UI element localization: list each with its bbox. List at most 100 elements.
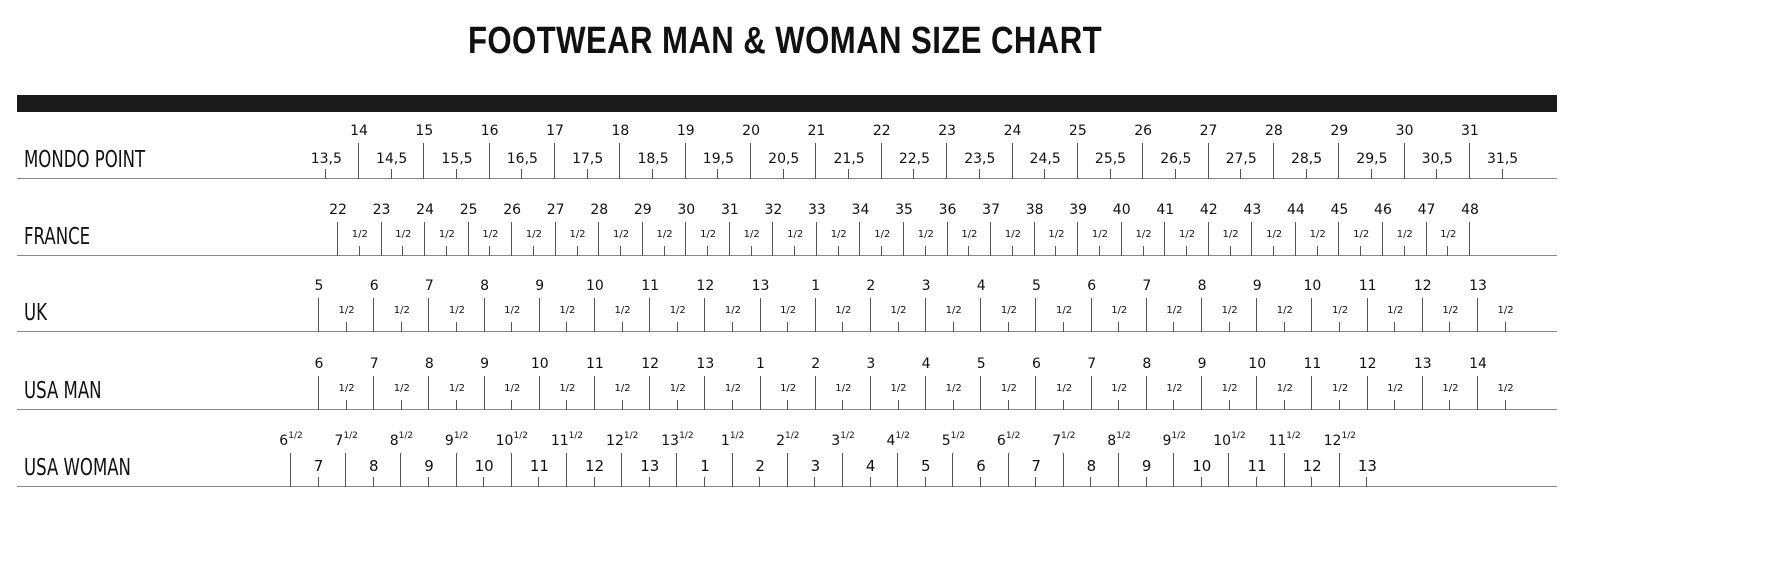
major-tick <box>511 222 513 256</box>
major-size-label: 111/2 <box>1268 431 1301 449</box>
minor-tick <box>663 246 665 256</box>
major-size-label: 14 <box>350 123 368 139</box>
major-size-label: 8 <box>1197 278 1207 294</box>
minor-size-label: 13 <box>1357 457 1377 475</box>
major-size-label: 45 <box>1330 202 1349 218</box>
major-size-label: 10 <box>1248 356 1267 372</box>
major-tick <box>815 143 817 179</box>
minor-tick <box>1142 246 1144 256</box>
major-tick <box>1256 298 1258 332</box>
major-tick <box>925 298 927 332</box>
minor-size-label: 1/2 <box>669 383 686 394</box>
major-tick <box>815 222 817 256</box>
major-tick <box>373 376 375 410</box>
minor-size-label: 1/2 <box>1497 383 1514 394</box>
minor-size-label: 1/2 <box>569 229 586 240</box>
major-tick <box>1421 376 1423 410</box>
major-size-label: 24 <box>416 202 434 218</box>
major-tick <box>598 222 600 256</box>
major-size-label: 2 <box>811 356 821 372</box>
major-size-label: 6 <box>1087 278 1097 294</box>
minor-tick <box>511 322 513 332</box>
minor-size-label: 1/2 <box>482 229 499 240</box>
major-size-label: 13 <box>751 278 770 294</box>
size-row-uk: UK 5 6 7 8 9 10 11 12 13 1 2 3 4 5 6 7 8 9 10 11 12 13 1/2 1/2 1/… <box>0 254 1785 332</box>
major-size-label: 31 <box>720 202 739 218</box>
major-size-label: 22 <box>872 123 891 139</box>
major-tick <box>510 453 512 487</box>
minor-size-label: 1/2 <box>1442 305 1459 316</box>
minor-tick <box>842 322 844 332</box>
minor-size-label: 28,5 <box>1290 151 1323 167</box>
minor-size-label: 13 <box>640 457 660 475</box>
size-row-france: FRANCE 22 23 24 25 26 27 28 29 30 31 32 33 34 35 36 37 38… <box>0 178 1785 256</box>
major-tick <box>428 298 430 332</box>
row-divider <box>17 409 1557 410</box>
minor-tick <box>1174 169 1176 179</box>
major-size-label: 11 <box>1358 278 1377 294</box>
minor-size-label: 17,5 <box>572 151 604 167</box>
minor-tick <box>511 400 513 410</box>
major-tick <box>728 222 730 256</box>
major-size-label: 7 <box>1142 278 1152 294</box>
minor-tick <box>787 400 789 410</box>
major-size-label: 22 <box>329 202 347 218</box>
row-divider <box>17 178 1557 179</box>
major-size-label: 38 <box>1025 202 1044 218</box>
major-size-label: 41 <box>1156 202 1175 218</box>
minor-tick <box>1366 477 1368 487</box>
major-tick <box>1077 222 1079 256</box>
major-size-label: 8 <box>1142 356 1152 372</box>
major-tick <box>1090 298 1092 332</box>
major-size-label: 101/2 <box>1213 431 1246 449</box>
major-size-label: 10 <box>530 356 549 372</box>
minor-tick <box>1449 322 1451 332</box>
minor-tick <box>717 169 719 179</box>
minor-size-label: 1/2 <box>830 229 847 240</box>
major-tick <box>684 143 686 179</box>
minor-size-label: 1/2 <box>835 383 852 394</box>
minor-tick <box>1145 477 1147 487</box>
size-row-usa-woman: USA WOMAN 61/2 71/2 81/2 91/2 101/2 111/2 121/2… <box>0 409 1785 487</box>
major-tick <box>925 376 927 410</box>
minor-size-label: 1/2 <box>1276 383 1293 394</box>
minor-tick <box>1229 246 1231 256</box>
minor-tick <box>455 322 457 332</box>
minor-size-label: 1/2 <box>1221 383 1238 394</box>
minor-tick <box>593 477 595 487</box>
minor-tick <box>1394 400 1396 410</box>
major-tick <box>337 222 338 256</box>
minor-size-label: 1/2 <box>504 383 521 394</box>
major-tick <box>1228 453 1230 487</box>
minor-size-label: 1/2 <box>945 383 962 394</box>
minor-tick <box>1098 246 1100 256</box>
major-tick <box>1366 298 1368 332</box>
major-size-label: 91/2 <box>1162 431 1186 449</box>
minor-tick <box>1256 477 1257 487</box>
major-tick <box>373 298 375 332</box>
major-size-label: 44 <box>1286 202 1305 218</box>
size-row-usa-man: USA MAN 6 7 8 9 10 11 12 13 1 2 3 4 5 6 7 8 9 10 11 12 13 14 1/… <box>0 332 1785 410</box>
minor-tick <box>1063 322 1065 332</box>
minor-size-label: 24,5 <box>1029 151 1061 167</box>
minor-size-label: 1/2 <box>393 383 410 394</box>
major-size-label: 34 <box>851 202 870 218</box>
major-size-label: 8 <box>480 278 490 294</box>
minor-tick <box>731 400 733 410</box>
minor-tick <box>968 246 970 256</box>
major-tick <box>345 453 347 487</box>
major-size-label: 12 <box>1413 278 1432 294</box>
minor-tick <box>1173 322 1175 332</box>
major-tick <box>1338 453 1340 487</box>
minor-tick <box>1200 477 1202 487</box>
minor-size-label: 1/2 <box>1166 305 1183 316</box>
minor-tick <box>317 477 319 487</box>
major-tick <box>1338 143 1340 179</box>
minor-tick <box>648 477 650 487</box>
minor-tick <box>538 477 540 487</box>
minor-tick <box>787 322 789 332</box>
major-size-label: 29 <box>1330 123 1349 139</box>
major-tick <box>649 376 651 410</box>
major-tick <box>1007 453 1009 487</box>
row-divider <box>17 255 1557 256</box>
